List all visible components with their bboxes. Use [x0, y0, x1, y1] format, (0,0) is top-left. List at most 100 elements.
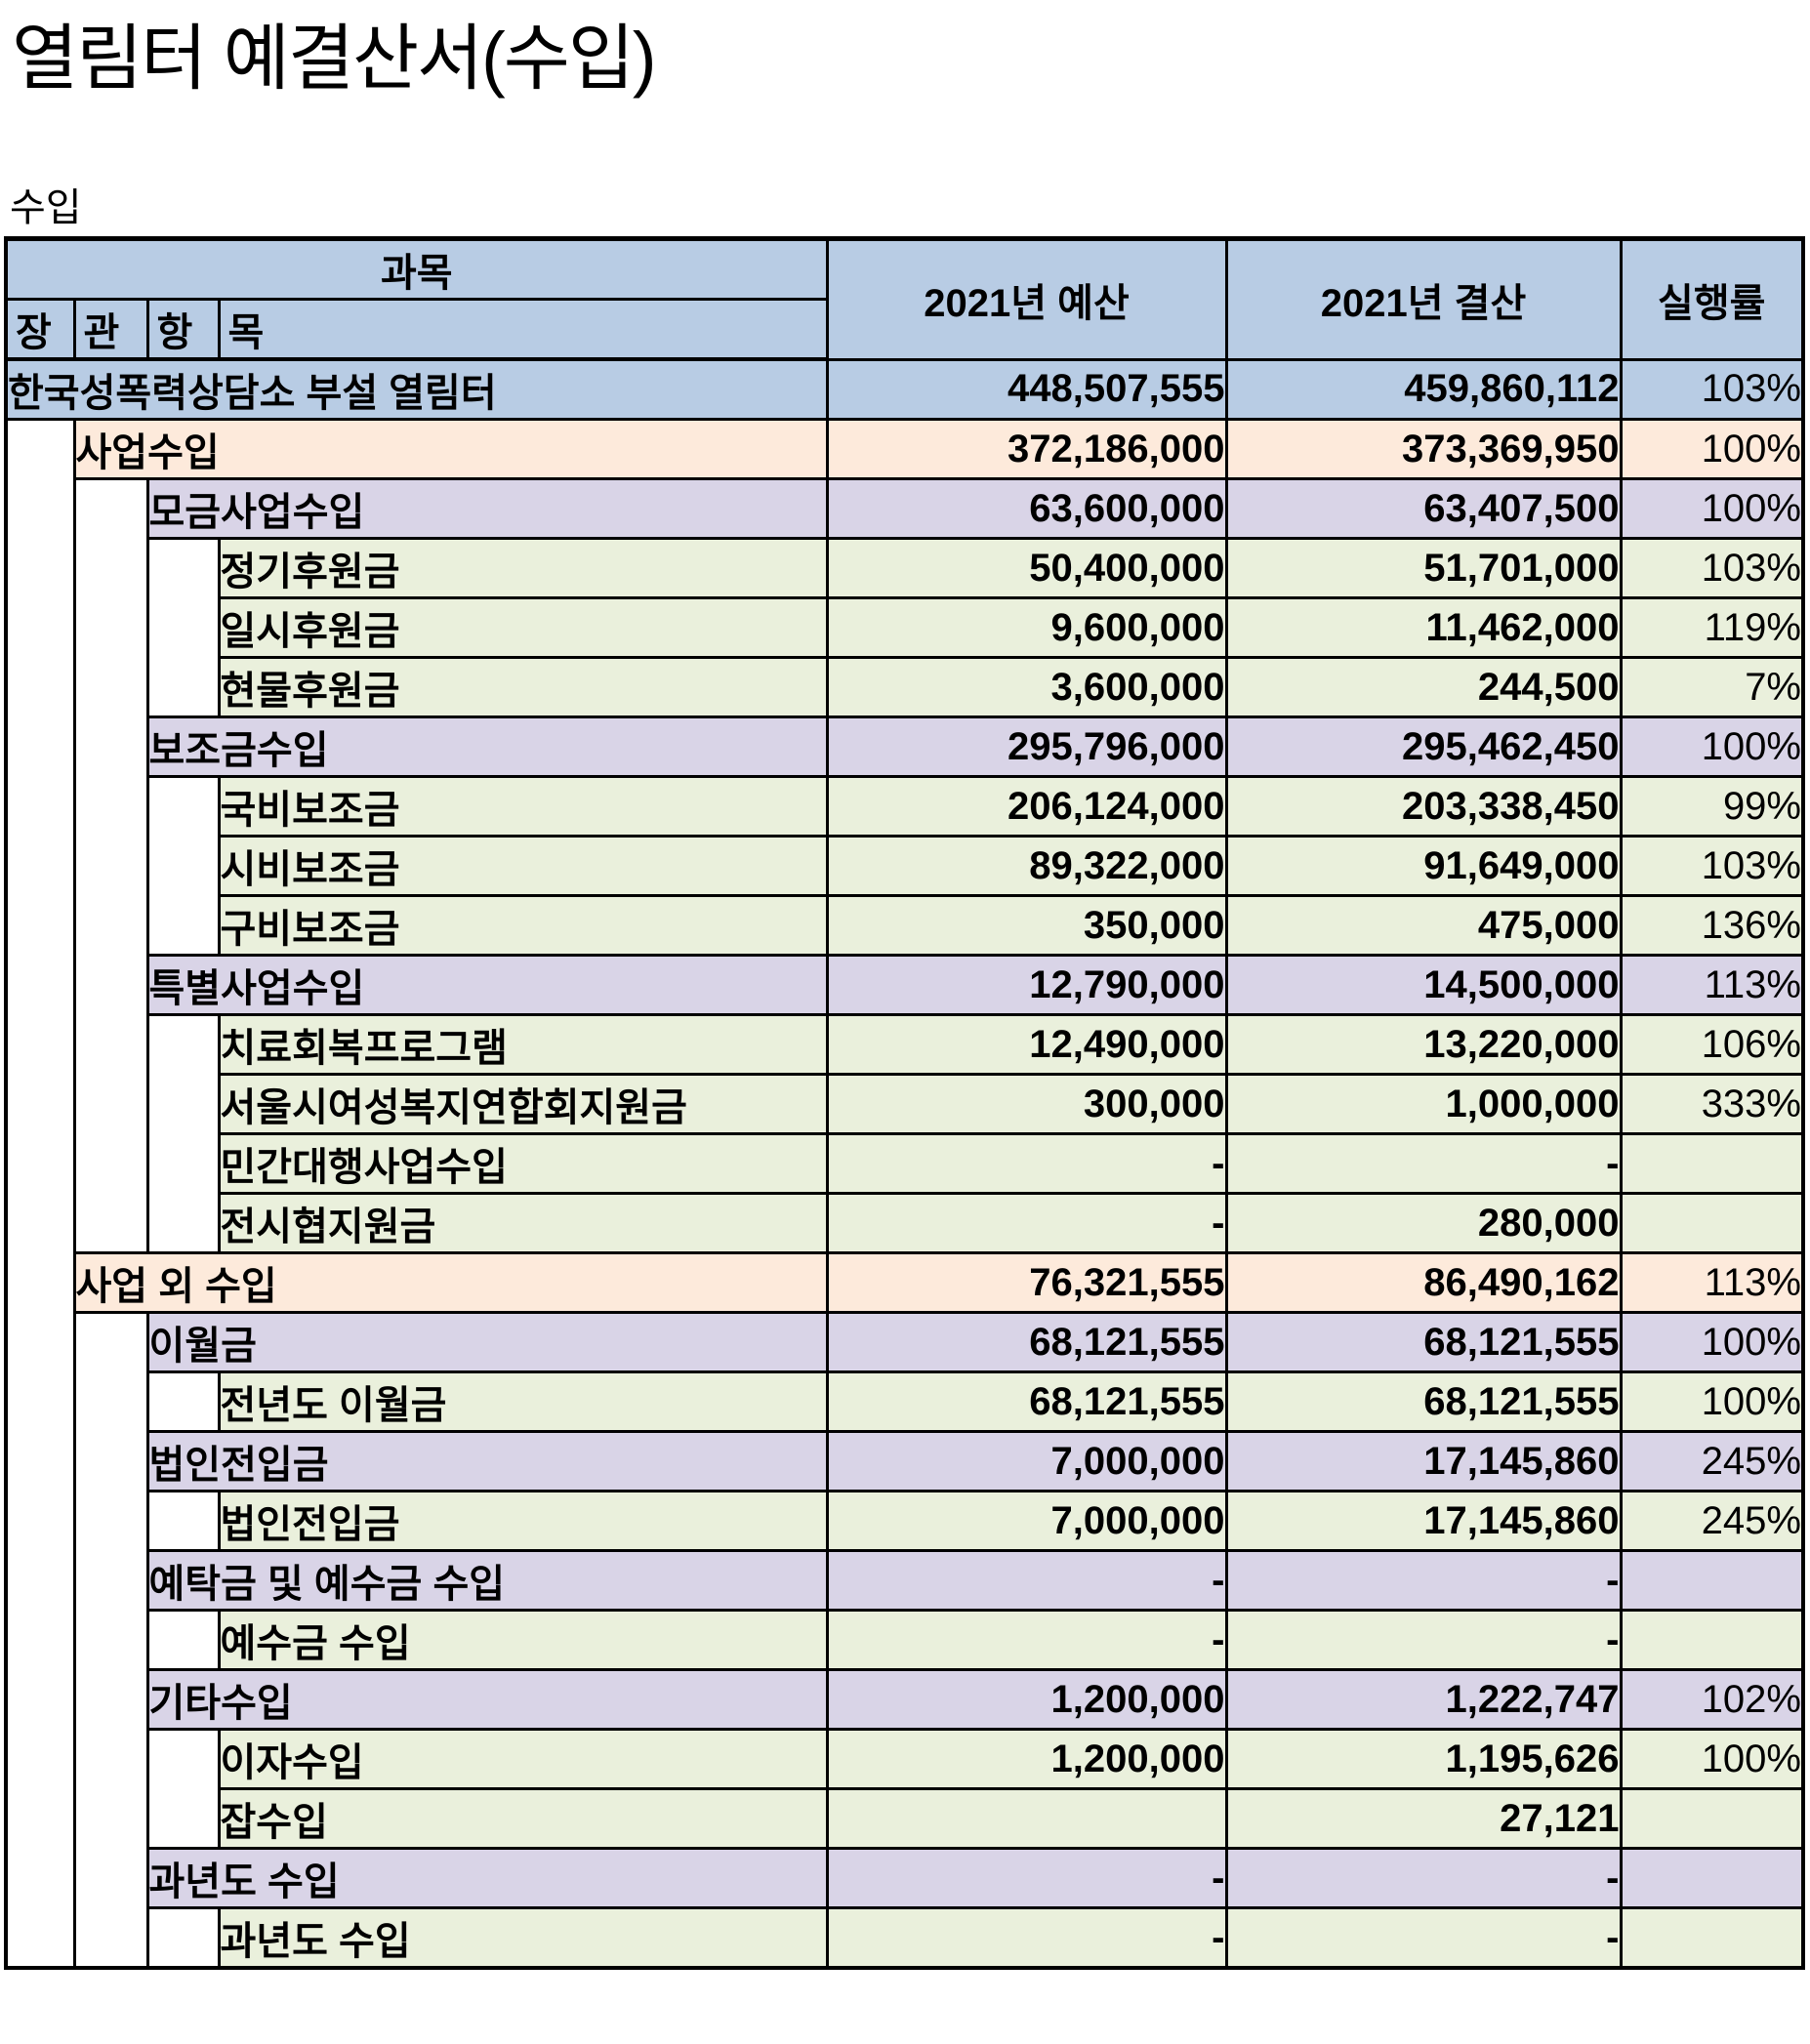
- budget-cell: 7,000,000: [825, 1430, 1228, 1492]
- settlement-cell: 1,000,000: [1224, 1073, 1623, 1135]
- table-row: 잡수입 27,121: [6, 1787, 1805, 1850]
- settlement-cell: 86,490,162: [1224, 1251, 1623, 1314]
- budget-cell: 76,321,555: [825, 1251, 1228, 1314]
- budget-cell: -: [825, 1132, 1228, 1195]
- rate-cell: 100%: [1619, 1370, 1805, 1433]
- rate-cell: [1619, 1847, 1805, 1909]
- budget-cell: 68,121,555: [825, 1311, 1228, 1373]
- rate-cell: 245%: [1619, 1490, 1805, 1552]
- budget-cell: 1,200,000: [825, 1728, 1228, 1790]
- item-label: 예탁금 및 예수금 수입: [145, 1549, 829, 1612]
- budget-cell: 89,322,000: [825, 835, 1228, 897]
- budget-cell: [825, 1787, 1228, 1850]
- item-label: 일시후원금: [217, 596, 829, 659]
- header-settlement-2021: 2021년 결산: [1224, 237, 1623, 361]
- settlement-cell: 68,121,555: [1224, 1370, 1623, 1433]
- item-label: 한국성폭력상담소 부설 열림터: [4, 357, 829, 421]
- table-header: 과목 2021년 예산 2021년 결산 실행률 장 관 항 목: [4, 237, 1805, 361]
- header-mok: 목: [217, 298, 829, 361]
- table-row: 서울시여성복지연합회지원금 300,000 1,000,000 333%: [6, 1073, 1805, 1135]
- table-row: 특별사업수입 12,790,000 14,500,000 113%: [6, 954, 1805, 1016]
- indent-cell-col3: [145, 1490, 221, 1552]
- rate-cell: [1619, 1906, 1805, 1970]
- budget-cell: 300,000: [825, 1073, 1228, 1135]
- indent-cell-col2: [72, 1311, 149, 1970]
- header-execution-rate: 실행률: [1619, 237, 1805, 361]
- settlement-cell: 295,462,450: [1224, 715, 1623, 778]
- settlement-cell: 68,121,555: [1224, 1311, 1623, 1373]
- rate-cell: [1619, 1192, 1805, 1254]
- indent-cell-col3: [145, 1728, 221, 1850]
- indent-cell-col2: [72, 477, 149, 1254]
- table-row: 국비보조금 206,124,000 203,338,450 99%: [6, 775, 1805, 957]
- item-label: 정기후원금: [217, 537, 829, 599]
- settlement-cell: 63,407,500: [1224, 477, 1623, 540]
- header-row-subcolumns: 장 관 항 목: [4, 298, 1803, 361]
- budget-cell: -: [825, 1192, 1228, 1254]
- settlement-cell: 27,121: [1224, 1787, 1623, 1850]
- rate-cell: 100%: [1619, 715, 1805, 778]
- item-label: 이월금: [145, 1311, 829, 1373]
- budget-cell: 9,600,000: [825, 596, 1228, 659]
- rate-cell: [1619, 1132, 1805, 1195]
- budget-cell: 50,400,000: [825, 537, 1228, 599]
- item-label: 사업 외 수입: [72, 1251, 829, 1314]
- table-body: 한국성폭력상담소 부설 열림터 448,507,555 459,860,112 103…: [4, 357, 1805, 1970]
- budget-cell: -: [825, 1847, 1228, 1909]
- table-row: 정기후원금 50,400,000 51,701,000 103%: [6, 537, 1805, 718]
- rate-cell: 333%: [1619, 1073, 1805, 1135]
- indent-cell-col3: [145, 1609, 221, 1671]
- header-gwan: 관: [72, 298, 149, 361]
- item-label: 예수금 수입: [217, 1609, 829, 1671]
- budget-cell: -: [825, 1549, 1228, 1612]
- settlement-cell: 11,462,000: [1224, 596, 1623, 659]
- table-row: 구비보조금 350,000 475,000 136%: [6, 894, 1805, 957]
- settlement-cell: 17,145,860: [1224, 1430, 1623, 1492]
- table-row: 사업 외 수입 76,321,555 86,490,162 113%: [6, 1251, 1805, 1314]
- settlement-cell: 14,500,000: [1224, 954, 1623, 1016]
- rate-cell: 119%: [1619, 596, 1805, 659]
- rate-cell: 106%: [1619, 1013, 1805, 1076]
- item-label: 민간대행사업수입: [217, 1132, 829, 1195]
- rate-cell: [1619, 1609, 1805, 1671]
- rate-cell: [1619, 1549, 1805, 1612]
- settlement-cell: 373,369,950: [1224, 418, 1623, 480]
- table-row: 모금사업수입 63,600,000 63,407,500 100%: [6, 477, 1805, 1254]
- settlement-cell: 459,860,112: [1224, 357, 1623, 421]
- header-gwamok: 과목: [4, 237, 829, 301]
- budget-cell: 206,124,000: [825, 775, 1228, 838]
- table-row: 시비보조금 89,322,000 91,649,000 103%: [6, 835, 1805, 897]
- table-row: 민간대행사업수입 - -: [6, 1132, 1805, 1195]
- indent-cell-col3: [145, 1013, 221, 1254]
- table-row: 기타수입 1,200,000 1,222,747 102%: [6, 1668, 1805, 1731]
- item-label: 보조금수입: [145, 715, 829, 778]
- item-label: 모금사업수입: [145, 477, 829, 540]
- item-label: 이자수입: [217, 1728, 829, 1790]
- budget-cell: 3,600,000: [825, 656, 1228, 718]
- settlement-cell: 1,195,626: [1224, 1728, 1623, 1790]
- table-row: 전시협지원금 -280,000: [6, 1192, 1805, 1254]
- table-row: 치료회복프로그램 12,490,000 13,220,000 106%: [6, 1013, 1805, 1254]
- item-label: 구비보조금: [217, 894, 829, 957]
- budget-cell: 372,186,000: [825, 418, 1228, 480]
- budget-cell: 350,000: [825, 894, 1228, 957]
- rate-cell: 100%: [1619, 1311, 1805, 1373]
- table-row: 일시후원금 9,600,000 11,462,000 119%: [6, 596, 1805, 659]
- table-row: 과년도 수입 - -: [6, 1847, 1805, 1909]
- table-row: 법인전입금 7,000,000 17,145,860 245%: [6, 1490, 1805, 1552]
- settlement-cell: 17,145,860: [1224, 1490, 1623, 1552]
- rate-cell: 100%: [1619, 418, 1805, 480]
- item-label: 법인전입금: [145, 1430, 829, 1492]
- item-label: 기타수입: [145, 1668, 829, 1731]
- settlement-cell: 203,338,450: [1224, 775, 1623, 838]
- budget-cell: 68,121,555: [825, 1370, 1228, 1433]
- table-row: 과년도 수입 - -: [6, 1906, 1805, 1970]
- settlement-cell: 13,220,000: [1224, 1013, 1623, 1076]
- budget-cell: -: [825, 1906, 1228, 1970]
- budget-cell: 1,200,000: [825, 1668, 1228, 1731]
- header-hang: 항: [145, 298, 221, 361]
- rate-cell: 136%: [1619, 894, 1805, 957]
- settlement-cell: 244,500: [1224, 656, 1623, 718]
- budget-cell: 295,796,000: [825, 715, 1228, 778]
- table-row: 한국성폭력상담소 부설 열림터 448,507,555 459,860,112 103…: [4, 357, 1805, 421]
